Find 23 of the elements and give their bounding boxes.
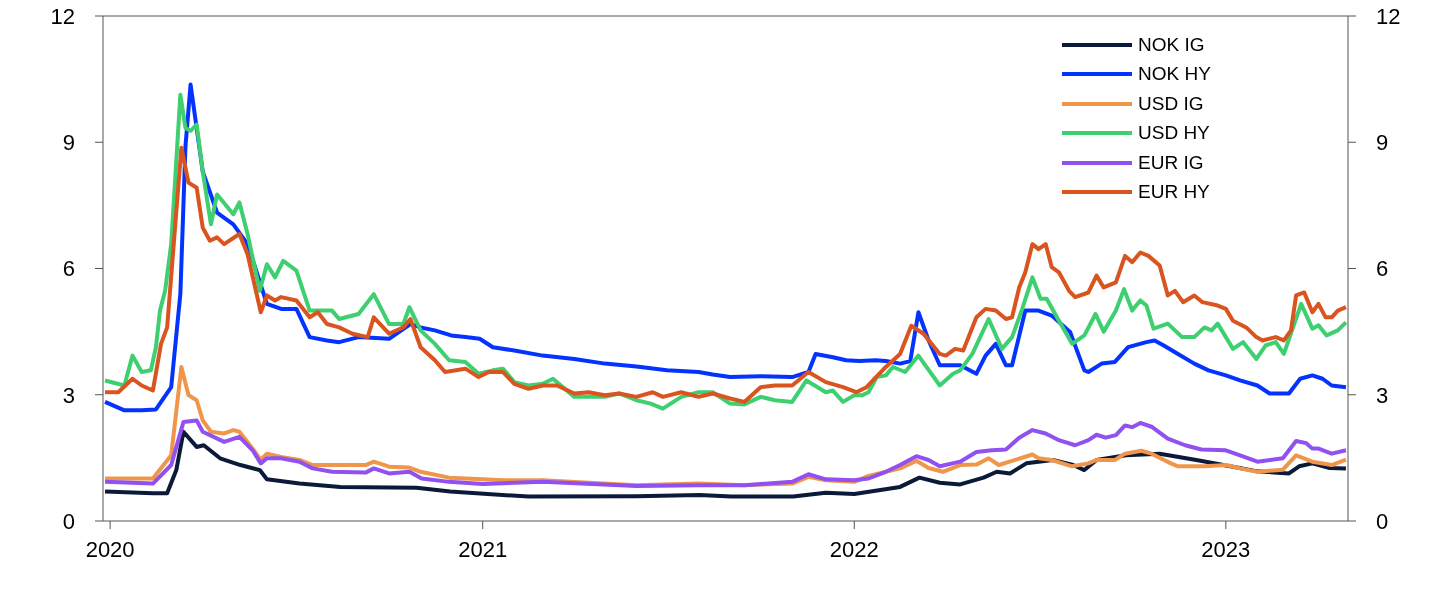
line-series: [103, 145, 1348, 404]
legend-label: USD HY: [1138, 122, 1210, 145]
y-tick-label: 9: [62, 130, 75, 156]
y-tick-label: 3: [62, 382, 75, 408]
line-series: [103, 418, 1348, 489]
legend-label: USD IG: [1138, 92, 1204, 115]
line-series: [103, 429, 1348, 499]
legend-label: NOK HY: [1138, 63, 1211, 86]
legend-label: EUR HY: [1138, 181, 1210, 204]
y2-tick-label: 0: [1376, 508, 1389, 534]
y2-tick-label: 9: [1376, 130, 1389, 156]
y-tick-label: 0: [62, 508, 75, 534]
legend-label: EUR IG: [1138, 151, 1204, 174]
y2-tick-label: 12: [1376, 3, 1401, 29]
legend-label: NOK IG: [1138, 33, 1205, 56]
y-tick-label: 12: [50, 3, 75, 29]
y2-tick-label: 3: [1376, 382, 1389, 408]
y2-tick-label: 6: [1376, 256, 1389, 282]
x-tick-label: 2021: [458, 536, 508, 562]
x-tick-label: 2020: [85, 536, 135, 562]
y-tick-label: 6: [62, 256, 75, 282]
x-tick-label: 2022: [829, 536, 879, 562]
x-tick-label: 2023: [1201, 536, 1251, 562]
